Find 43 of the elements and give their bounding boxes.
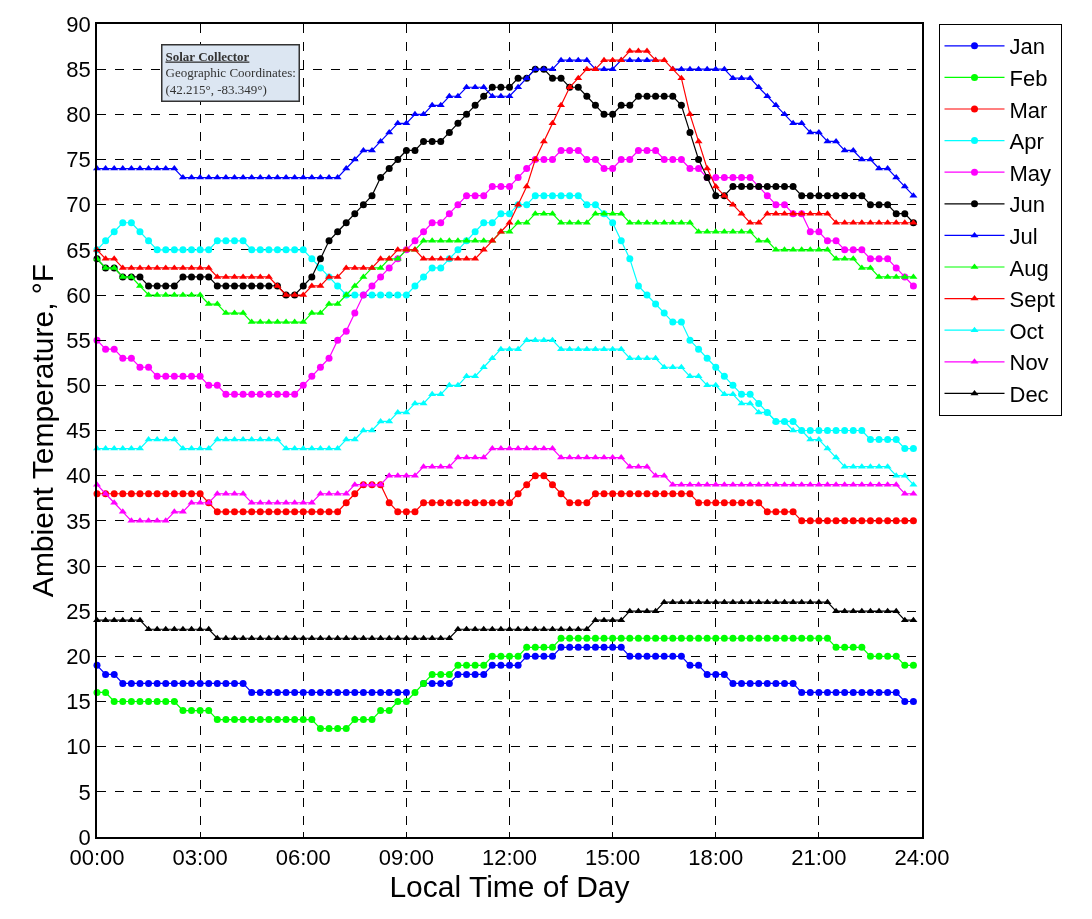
y-tick-label: 25 bbox=[66, 598, 91, 624]
legend-label: Jun bbox=[1009, 192, 1045, 218]
y-tick-label: 90 bbox=[66, 11, 91, 37]
x-tick-label: 18:00 bbox=[688, 845, 744, 871]
x-tick-label: 24:00 bbox=[894, 845, 950, 871]
x-tick-label: 15:00 bbox=[585, 845, 641, 871]
legend-label: Jan bbox=[1009, 34, 1045, 60]
annotation: Geographic Coordinates: bbox=[165, 65, 296, 81]
y-tick-label: 40 bbox=[66, 463, 91, 489]
x-tick-label: 21:00 bbox=[791, 845, 847, 871]
y-tick-label: 30 bbox=[66, 553, 91, 579]
y-tick-label: 55 bbox=[66, 327, 91, 353]
y-tick-label: 5 bbox=[78, 779, 91, 805]
legend-label: Nov bbox=[1009, 350, 1049, 376]
y-tick-label: 70 bbox=[66, 192, 91, 218]
legend-label: Dec bbox=[1009, 381, 1049, 407]
legend-label: Oct bbox=[1009, 318, 1044, 344]
y-tick-label: 75 bbox=[66, 147, 91, 173]
y-tick-label: 65 bbox=[66, 237, 91, 263]
x-tick-label: 09:00 bbox=[378, 845, 434, 871]
legend-label: Feb bbox=[1009, 65, 1048, 91]
y-tick-label: 50 bbox=[66, 373, 91, 399]
y-tick-label: 10 bbox=[66, 734, 91, 760]
x-tick-label: 06:00 bbox=[275, 845, 331, 871]
y-tick-label: 85 bbox=[66, 56, 91, 82]
y-axis-title: Ambient Temperature, °F bbox=[25, 263, 59, 598]
x-tick-label: 03:00 bbox=[172, 845, 228, 871]
y-tick-label: 45 bbox=[66, 418, 91, 444]
y-tick-label: 35 bbox=[66, 508, 91, 534]
y-tick-label: 60 bbox=[66, 282, 91, 308]
x-tick-label: 12:00 bbox=[481, 845, 538, 871]
y-tick-label: 20 bbox=[66, 644, 91, 670]
legend-label: Mar bbox=[1009, 97, 1048, 123]
legend-label: Aug bbox=[1009, 255, 1049, 281]
annotation: (42.215°, -83.349°) bbox=[165, 82, 267, 98]
annotation: Solar Collector bbox=[165, 48, 250, 64]
legend-label: May bbox=[1009, 160, 1052, 186]
legend-label: Sept bbox=[1009, 287, 1055, 313]
y-tick-label: 80 bbox=[66, 102, 91, 128]
x-axis-title: Local Time of Day bbox=[389, 870, 630, 904]
y-tick-label: 15 bbox=[66, 689, 91, 715]
legend-label: Jul bbox=[1009, 223, 1038, 249]
legend-label: Apr bbox=[1009, 129, 1044, 155]
